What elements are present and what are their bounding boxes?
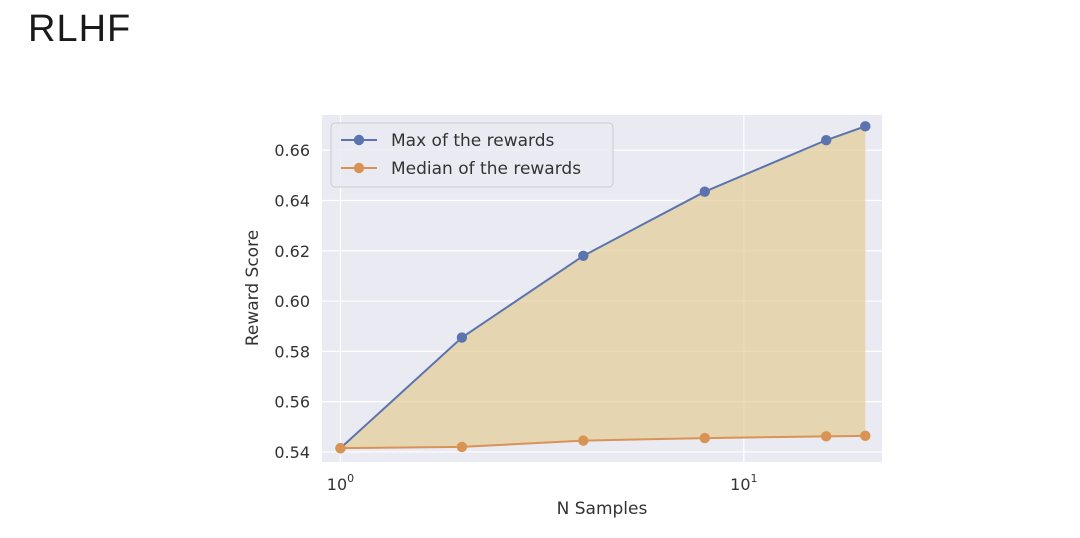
data-point (578, 435, 589, 446)
x-tick-label: 101 (730, 472, 757, 494)
legend-marker (353, 134, 365, 146)
legend: Max of the rewards Median of the rewards (330, 122, 614, 188)
y-tick-label: 0.60 (274, 292, 310, 311)
data-point (335, 442, 346, 454)
series-line (340, 434, 866, 450)
y-tick-label: 0.56 (274, 393, 310, 412)
y-tick-labels: 0.54 0.56 0.58 0.60 0.62 0.64 0.66 (274, 141, 310, 462)
legend-box (330, 122, 614, 188)
y-tick-label: 0.66 (274, 141, 310, 160)
y-tick-label: 0.62 (274, 242, 310, 261)
legend-label: Median of the rewards (391, 159, 581, 179)
series-lines (335, 121, 871, 454)
slide-title: RLHF (28, 8, 132, 50)
x-tick-labels: 100 101 (327, 472, 758, 494)
y-tick-label: 0.64 (274, 191, 310, 210)
x-tick-label: 100 (327, 472, 354, 494)
legend-item: Max of the rewards (341, 131, 555, 151)
data-point (821, 431, 832, 442)
legend-label: Max of the rewards (391, 131, 555, 151)
y-tick-label: 0.58 (274, 342, 310, 361)
data-point (456, 332, 468, 343)
series-median (335, 430, 871, 454)
data-point (821, 134, 832, 146)
data-point (699, 186, 710, 197)
data-point (699, 432, 710, 444)
fill-between-area (340, 126, 866, 449)
x-axis-label: N Samples (557, 499, 648, 519)
series-line (339, 125, 866, 449)
legend-marker (353, 162, 365, 174)
y-axis-label: Reward Score (243, 230, 263, 346)
data-point (578, 250, 589, 262)
legend-item: Median of the rewards (341, 159, 581, 179)
data-point (456, 441, 468, 453)
data-point (860, 121, 871, 132)
data-point (860, 430, 871, 442)
y-tick-label: 0.54 (274, 443, 310, 462)
